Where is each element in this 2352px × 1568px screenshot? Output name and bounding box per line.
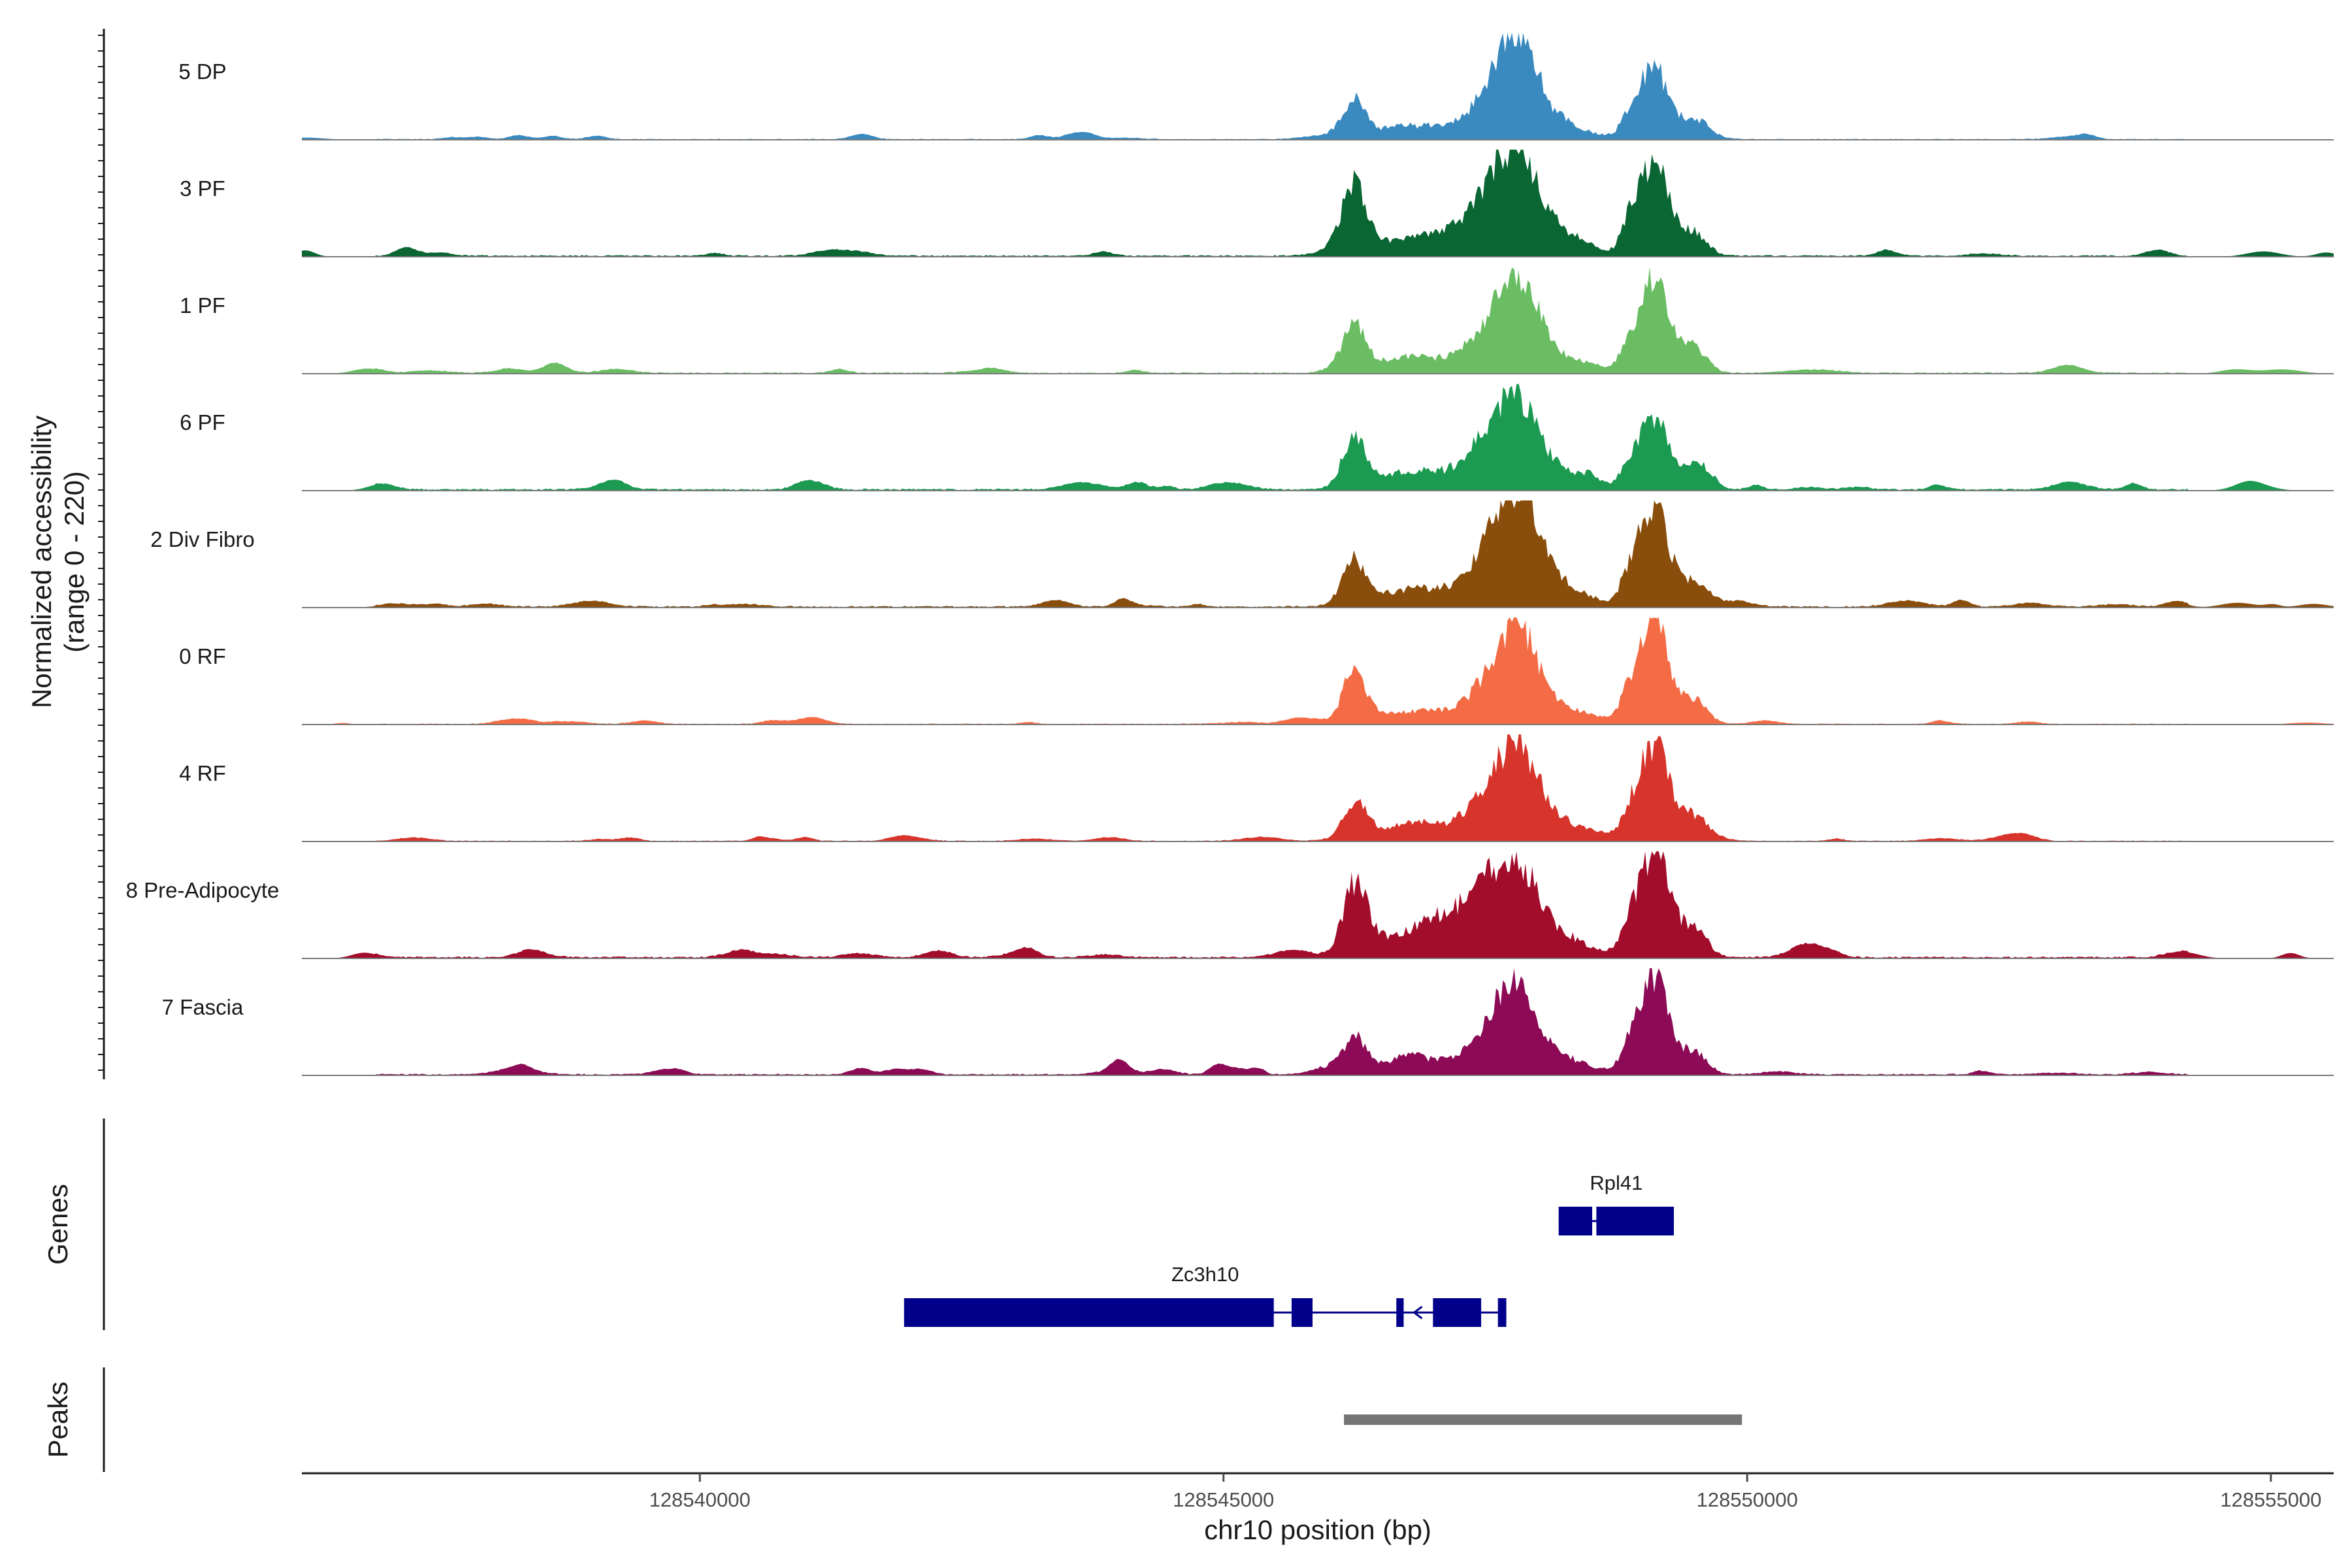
track-area-0-rf bbox=[302, 617, 2334, 725]
gene-models: Rpl41 Zc3h10 bbox=[904, 1171, 1674, 1327]
gene-exon bbox=[1558, 1207, 1593, 1235]
y-axis-title-line1: Normalized accessibility bbox=[26, 416, 57, 708]
gene-label: Rpl41 bbox=[1590, 1171, 1642, 1194]
peak-ranges bbox=[1344, 1414, 1742, 1425]
gene-rpl41: Rpl41 bbox=[1558, 1171, 1674, 1235]
x-axis-title: chr10 position (bp) bbox=[1204, 1514, 1431, 1545]
track-area-2-div-fibro bbox=[302, 500, 2334, 608]
gene-exon bbox=[1291, 1298, 1313, 1327]
y-axis-title-line2: (range 0 - 220) bbox=[59, 471, 90, 653]
track-label: 2 Div Fibro bbox=[150, 527, 255, 551]
track-label: 7 Fascia bbox=[162, 995, 244, 1019]
track-area-1-pf bbox=[302, 267, 2334, 374]
gene-exon bbox=[1396, 1298, 1404, 1327]
gene-exon bbox=[1596, 1207, 1674, 1235]
track-area-7-fascia bbox=[302, 968, 2334, 1075]
x-axis-ticks: 128540000 128545000 128550000 128555000 bbox=[649, 1473, 2321, 1511]
x-tick-label: 128550000 bbox=[1697, 1488, 1798, 1511]
accessibility-y-axis bbox=[98, 29, 105, 1079]
x-tick-label: 128555000 bbox=[2220, 1488, 2321, 1511]
track-area-5-dp bbox=[302, 33, 2334, 140]
gene-exon bbox=[904, 1298, 1274, 1327]
gene-label: Zc3h10 bbox=[1171, 1263, 1239, 1286]
x-tick-label: 128540000 bbox=[649, 1488, 751, 1511]
peaks-panel: Peaks bbox=[42, 1367, 1742, 1472]
x-axis: 128540000 128545000 128550000 128555000 chr… bbox=[302, 1472, 2334, 1545]
gene-zc3h10: Zc3h10 bbox=[904, 1263, 1507, 1327]
peaks-panel-title: Peaks bbox=[42, 1382, 73, 1458]
gene-exon bbox=[1497, 1298, 1507, 1327]
genes-panel: Genes Rpl41 Zc3h10 bbox=[42, 1119, 1674, 1330]
track-label: 8 Pre-Adipocyte bbox=[126, 878, 280, 902]
track-label: 5 DP bbox=[178, 59, 226, 84]
track-label: 3 PF bbox=[180, 176, 225, 201]
track-area-3-pf bbox=[302, 150, 2334, 257]
genes-panel-title: Genes bbox=[42, 1184, 73, 1265]
strand-arrow-icon bbox=[1412, 1305, 1423, 1320]
track-label: 4 RF bbox=[179, 761, 226, 785]
track-area-6-pf bbox=[302, 384, 2334, 491]
track-area-8-pre-adipocyte bbox=[302, 851, 2334, 958]
accessibility-tracks: 5 DP 3 PF 1 PF 6 PF 2 Div Fibro 0 RF 4 RF 8 Pre… bbox=[126, 33, 2334, 1076]
track-label: 1 PF bbox=[180, 293, 225, 318]
x-tick-label: 128545000 bbox=[1173, 1488, 1274, 1511]
track-label: 0 RF bbox=[179, 644, 226, 668]
track-label: 6 PF bbox=[180, 410, 225, 434]
peak-range-bar bbox=[1344, 1414, 1742, 1425]
gene-exon bbox=[1433, 1298, 1482, 1327]
track-area-4-rf bbox=[302, 734, 2334, 841]
